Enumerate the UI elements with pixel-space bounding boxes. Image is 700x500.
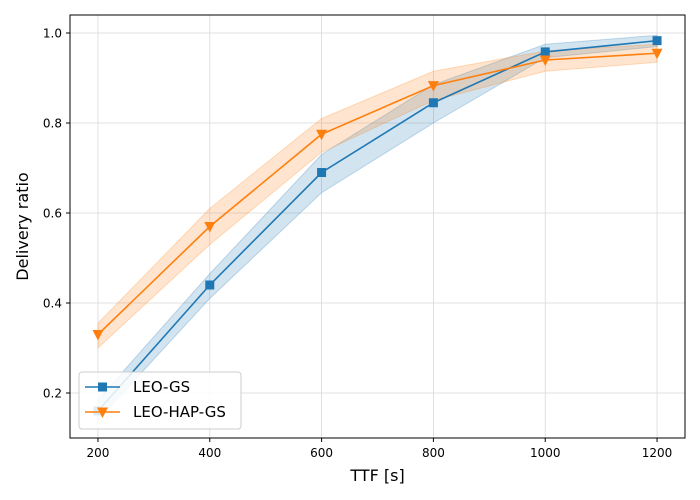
confidence-bands (97, 34, 658, 422)
legend: LEO-GS LEO-HAP-GS (78, 371, 242, 430)
x-tick-label: 200 (87, 446, 110, 460)
y-axis-label: Delivery ratio (13, 172, 32, 280)
data-point (204, 222, 216, 233)
plot-frame (69, 14, 686, 439)
data-point (316, 129, 328, 141)
confidence-band-1 (97, 43, 658, 350)
data-point (539, 55, 551, 66)
x-tick-label: 600 (310, 446, 333, 460)
legend-marker-1 (97, 407, 108, 418)
series-markers (92, 36, 663, 416)
y-tick-label: 0.2 (43, 387, 62, 401)
legend-label-0: LEO-GS (133, 378, 190, 396)
x-axis-label: TTF [s] (349, 466, 404, 485)
data-point (317, 168, 327, 177)
data-point (652, 36, 662, 46)
ticks: 200 400 600 800 1000 1200 0.2 0.4 0.6 0.8 1.0 (43, 27, 672, 461)
y-tick-label: 0.4 (43, 297, 62, 311)
legend-marker-0 (98, 382, 107, 392)
data-point (427, 81, 439, 92)
legend-label-1: LEO-HAP-GS (133, 403, 226, 421)
series-line-1 (97, 52, 658, 336)
series-line-0 (97, 39, 658, 412)
x-tick-label: 800 (422, 446, 445, 460)
data-point (205, 280, 215, 290)
data-point (651, 48, 663, 60)
data-point (92, 330, 104, 341)
series-lines (97, 39, 658, 412)
data-point (540, 47, 550, 57)
y-tick-label: 0.8 (43, 117, 62, 131)
x-tick-label: 1000 (530, 446, 561, 460)
x-tick-label: 400 (198, 446, 221, 460)
confidence-band-0 (97, 34, 658, 422)
y-tick-label: 1.0 (43, 27, 62, 41)
y-tick-label: 0.6 (43, 207, 62, 221)
x-tick-label: 1200 (642, 446, 673, 460)
data-point (428, 98, 438, 108)
